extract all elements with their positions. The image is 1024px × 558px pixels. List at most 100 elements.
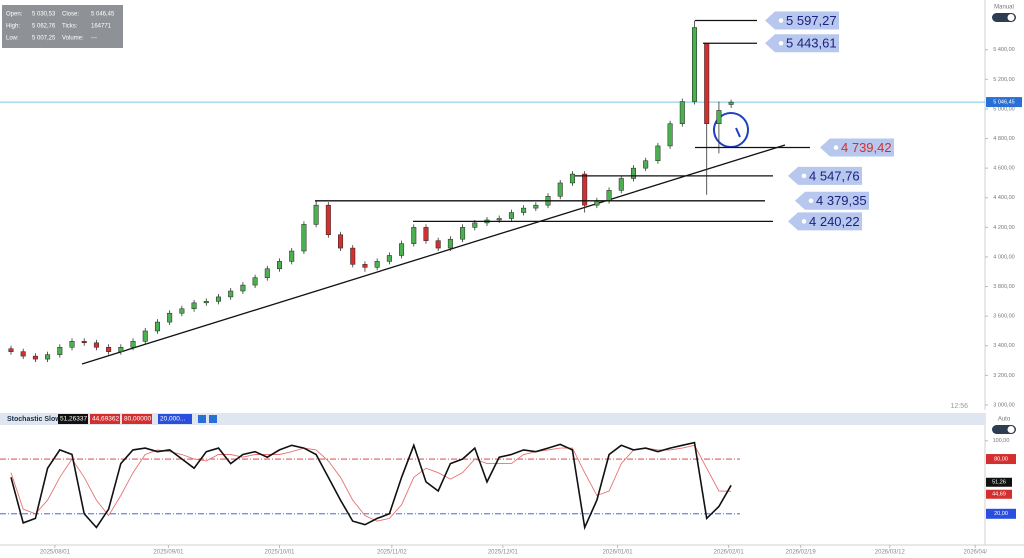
y-tick-label: 3 800,00 (993, 284, 1014, 290)
candle-body (57, 346, 63, 355)
x-tick-label: 2025/11/02 (377, 550, 407, 556)
candle-body (667, 123, 673, 147)
candle-body (692, 27, 698, 102)
last-value-box (986, 477, 1012, 487)
level-tag (788, 166, 862, 185)
indicator-chip (90, 414, 120, 424)
candle-body (325, 204, 331, 236)
y-tick-label: 4 800,00 (993, 136, 1014, 142)
level-label: 4 739,42 (841, 140, 892, 155)
level-tag (788, 212, 862, 231)
info-text: 5 046,45 (91, 12, 115, 18)
candle-body (81, 341, 87, 344)
candle-body (252, 277, 258, 286)
info-panel (2, 5, 123, 48)
y-tick-label: 3 600,00 (993, 314, 1014, 320)
x-tick-label: 2025/10/01 (264, 550, 295, 556)
info-text: 164771 (91, 24, 112, 30)
price-mode[interactable]: Manual (994, 5, 1014, 11)
candle-body (142, 330, 148, 342)
candle-body (728, 101, 734, 105)
candle-body (472, 222, 478, 228)
level-label: 4 547,76 (809, 168, 860, 183)
y-tick-label: 80,00 (994, 456, 1008, 462)
candle-body (167, 312, 173, 323)
indicator-mode[interactable]: Auto (998, 417, 1011, 423)
candle-body (386, 255, 392, 262)
candle-body (508, 212, 514, 219)
candle-body (93, 342, 99, 348)
candle-body (191, 302, 197, 310)
info-text: Close: (62, 12, 79, 18)
y-tick-label: 4 400,00 (993, 195, 1014, 201)
candle-body (460, 227, 466, 240)
indicator-value: 44,69362 (92, 416, 119, 423)
toggle-knob (1007, 14, 1015, 21)
candle-body (569, 173, 575, 184)
candle-body (130, 341, 136, 348)
level-label: 4 240,22 (809, 214, 860, 229)
candle-body (716, 110, 722, 124)
candle-body (643, 160, 649, 169)
candle-body (618, 178, 624, 191)
level-tag (765, 11, 839, 30)
level-tag-dot (778, 40, 784, 46)
candle-body (533, 204, 539, 209)
y-tick-label: 4 200,00 (993, 225, 1014, 231)
candle-body (69, 341, 75, 348)
candle-body (264, 268, 270, 278)
candle-body (679, 101, 685, 124)
y-tick-label: 5 400,00 (993, 47, 1014, 53)
highlight-tick (735, 127, 741, 138)
last-price-box (986, 97, 1022, 108)
x-tick-label: 2026/03/12 (875, 550, 906, 556)
x-tick-label: 2026/02/19 (786, 550, 817, 556)
x-tick-label: 2025/12/01 (488, 550, 519, 556)
last-value-label: 44,69 (992, 492, 1006, 498)
last-value-box (986, 489, 1012, 499)
candle-body (45, 354, 51, 360)
level-tag-dot (808, 198, 814, 204)
toggle-knob (1007, 426, 1015, 433)
x-tick-label: 2026/04/ (964, 550, 988, 556)
candle-body (350, 247, 356, 265)
candle-body (399, 243, 405, 256)
button[interactable] (209, 415, 217, 423)
info-text: Ticks: (62, 24, 78, 30)
x-tick-label: 2026/01/01 (603, 550, 634, 556)
candle-body (154, 321, 160, 332)
level-tag (765, 34, 839, 53)
level-tag-dot (801, 219, 807, 224)
last-price-label: 5 046,45 (993, 100, 1014, 106)
candle-body (20, 351, 26, 357)
info-text: High: (6, 24, 20, 30)
level-tag (795, 191, 869, 210)
candle-body (203, 301, 209, 304)
candle-body (289, 250, 295, 262)
level-tag (820, 138, 894, 157)
last-value-label: 51,26 (992, 480, 1006, 486)
candle-body (8, 348, 14, 352)
candle-body (557, 182, 563, 197)
info-text: Low: (6, 36, 19, 42)
candle-body (655, 145, 661, 161)
candle-body (423, 227, 429, 241)
candle-body (313, 204, 319, 225)
candle-body (521, 207, 527, 213)
button[interactable] (198, 415, 206, 423)
y-tick-label: 5 200,00 (993, 77, 1014, 83)
candle-body (496, 218, 502, 221)
info-text: Open: (6, 12, 23, 18)
candle-body (301, 224, 307, 252)
level-tag-dot (801, 173, 807, 179)
indicator-line (10, 441, 732, 531)
candle-body (374, 261, 380, 268)
info-text: Volume: (62, 36, 84, 42)
candle-body (106, 346, 112, 352)
indicator-title: Stochastic Slow (7, 416, 61, 423)
y-tick-label: 100,00 (993, 438, 1010, 444)
level-label: 4 379,35 (816, 193, 867, 208)
x-tick-label: 2025/08/01 (40, 550, 71, 556)
